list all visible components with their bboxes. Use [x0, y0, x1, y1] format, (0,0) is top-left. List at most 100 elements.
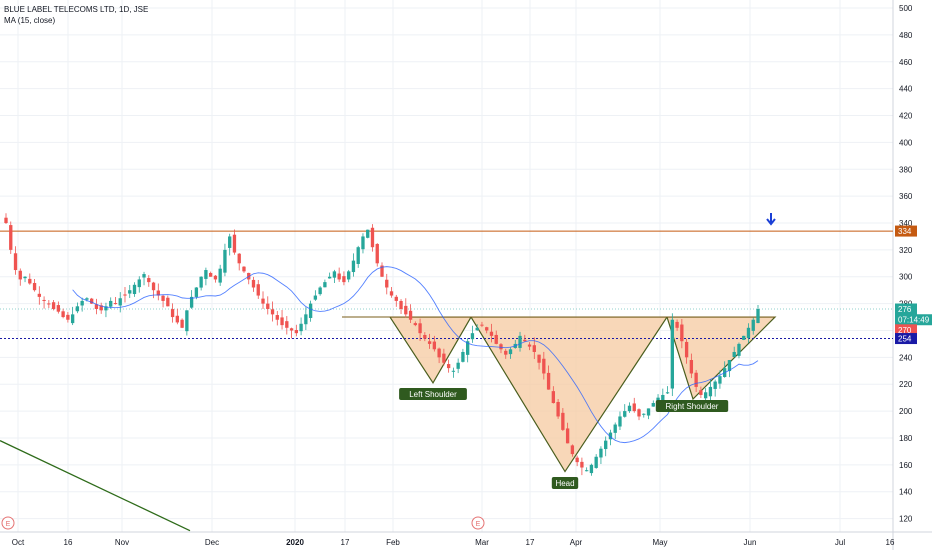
candle-body: [627, 405, 632, 412]
candle-body: [170, 309, 175, 318]
candle-body: [423, 334, 427, 339]
time-axis-tick-label: Dec: [205, 538, 219, 547]
candle-body: [613, 424, 617, 433]
candle-body: [494, 334, 498, 344]
candle-body: [166, 297, 170, 307]
candle-body: [642, 413, 646, 415]
price-tag-label: 334: [898, 227, 912, 236]
candle-body: [480, 324, 484, 326]
candle-body: [175, 315, 180, 323]
price-tag-label: 254: [898, 335, 912, 344]
candle-body: [385, 279, 389, 288]
candle-body: [537, 354, 541, 363]
event-marker: [1, 516, 15, 530]
candle-body: [427, 341, 432, 344]
candle-body: [275, 315, 279, 320]
candle-body: [375, 243, 379, 264]
candle-body: [708, 386, 713, 397]
time-axis-tick-label: 17: [526, 538, 535, 547]
candle-body: [699, 390, 703, 395]
candle-body: [156, 290, 160, 296]
candle-body: [280, 317, 284, 326]
candle-body: [218, 268, 222, 283]
candle-body: [651, 403, 655, 407]
candle-body: [113, 303, 118, 305]
ma-indicator-label[interactable]: MA (15, close): [4, 16, 56, 25]
candle-body: [28, 278, 32, 284]
price-tag-bg: [895, 303, 917, 315]
candle-body: [47, 303, 51, 305]
time-axis-tick-label: 2020: [286, 538, 304, 547]
candle-body: [618, 416, 622, 427]
candle-body: [751, 319, 755, 331]
candle-body: [266, 303, 270, 309]
candle-body: [551, 391, 556, 404]
candle-body: [308, 303, 313, 318]
price-axis-tick-label: 120: [899, 515, 913, 524]
candle-body: [442, 353, 446, 363]
left-shoulder-label-bg: [399, 388, 467, 400]
candle-body: [542, 358, 546, 374]
candle-body: [332, 271, 337, 278]
candle-body: [518, 335, 522, 348]
candle-body: [604, 440, 608, 450]
price-axis-tick-label: 200: [899, 407, 913, 416]
candle-body: [66, 314, 70, 320]
candle-body: [370, 227, 375, 248]
ma-line: [72, 266, 759, 444]
time-axis-tick-label: Jun: [744, 538, 757, 547]
price-axis-tick-label: 320: [899, 246, 913, 255]
price-axis-tick-label: 340: [899, 219, 913, 228]
candle-body: [599, 448, 603, 458]
candle-body: [546, 372, 551, 390]
candle-body: [261, 298, 265, 304]
candle-body: [323, 282, 327, 288]
price-tag-bg: [895, 225, 917, 237]
candle-body: [123, 294, 127, 296]
candle-body: [508, 349, 513, 355]
candle-body: [313, 295, 318, 300]
time-axis-tick-label: 17: [341, 538, 350, 547]
candle-body: [461, 351, 465, 362]
candle-body: [189, 296, 194, 308]
price-tag-bg: [895, 324, 917, 336]
candle-body: [99, 305, 103, 311]
candle-body: [466, 341, 470, 355]
candle-body: [380, 265, 384, 277]
price-axis-tick-label: 400: [899, 138, 913, 147]
candle-body: [670, 319, 674, 389]
candle-body: [132, 284, 137, 295]
candle-body: [228, 236, 232, 248]
price-axis-tick-label: 440: [899, 85, 913, 94]
candle-body: [208, 272, 213, 277]
time-axis-tick-label: May: [652, 538, 667, 547]
price-axis-tick-label: 220: [899, 380, 913, 389]
head-shape: [469, 316, 669, 473]
candle-body: [623, 411, 627, 417]
down-arrow-icon: [766, 212, 776, 226]
candle-body: [584, 470, 589, 472]
candle-body: [742, 335, 746, 340]
candle-body: [527, 344, 532, 347]
candle-body: [242, 266, 246, 272]
candle-body: [756, 308, 760, 324]
candle-body: [366, 229, 370, 238]
candle-body: [532, 345, 536, 352]
price-axis-tick-label: 160: [899, 461, 913, 470]
candle-body: [232, 234, 237, 253]
candle-body: [23, 276, 27, 279]
candle-body: [70, 314, 75, 324]
candle-body: [565, 428, 570, 444]
candle-body: [746, 327, 751, 339]
event-marker-label: E: [476, 521, 481, 528]
time-axis-tick-label: Jul: [835, 538, 845, 547]
left-shoulder-label: Left Shoulder: [409, 390, 457, 399]
head-label: Head: [555, 479, 574, 488]
candle-body: [408, 310, 413, 320]
candle-body: [51, 302, 56, 309]
candle-body: [199, 276, 203, 288]
symbol-title[interactable]: BLUE LABEL TELECOMS LTD, 1D, JSE: [4, 5, 149, 14]
price-tag-label: 276: [898, 305, 912, 314]
candle-body: [399, 300, 403, 309]
candle-body: [180, 319, 184, 328]
